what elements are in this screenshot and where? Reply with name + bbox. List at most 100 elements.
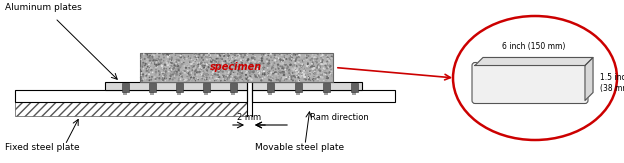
Point	[323, 66, 333, 69]
Point	[306, 56, 316, 59]
Point	[218, 75, 228, 78]
Point	[202, 57, 212, 60]
Point	[277, 79, 287, 82]
Point	[278, 78, 288, 80]
Point	[172, 73, 182, 75]
Point	[310, 59, 319, 62]
Point	[262, 58, 272, 60]
Point	[246, 56, 256, 58]
Point	[294, 79, 304, 82]
Point	[316, 63, 326, 65]
Point	[221, 54, 231, 57]
Point	[258, 64, 268, 67]
Point	[163, 54, 173, 56]
Point	[299, 72, 309, 75]
Point	[214, 61, 224, 64]
Point	[270, 66, 280, 68]
Point	[198, 65, 208, 68]
Point	[185, 74, 195, 77]
Text: Aluminum plates: Aluminum plates	[5, 3, 82, 13]
Point	[266, 63, 276, 65]
Point	[190, 58, 200, 61]
Point	[310, 73, 319, 75]
Point	[144, 73, 154, 75]
Point	[225, 69, 235, 72]
Point	[271, 55, 281, 58]
Point	[137, 74, 147, 77]
Point	[190, 60, 200, 63]
Point	[299, 60, 309, 62]
Point	[325, 60, 335, 63]
Point	[311, 57, 321, 60]
Point	[154, 80, 164, 82]
Point	[160, 76, 170, 78]
Point	[158, 75, 168, 78]
Point	[138, 73, 148, 75]
Point	[165, 77, 175, 80]
Point	[268, 53, 278, 56]
Point	[230, 67, 240, 69]
Point	[300, 57, 310, 60]
Point	[309, 60, 319, 63]
Point	[170, 59, 180, 62]
Point	[222, 67, 232, 69]
Point	[144, 63, 154, 66]
Point	[168, 67, 178, 70]
Point	[192, 56, 202, 58]
Point	[137, 67, 147, 69]
Point	[183, 77, 193, 80]
Point	[192, 74, 202, 76]
Point	[218, 75, 228, 78]
Point	[213, 74, 223, 76]
Point	[316, 74, 326, 76]
Point	[317, 53, 327, 55]
Point	[252, 70, 262, 72]
Point	[280, 68, 290, 71]
Point	[266, 77, 276, 80]
Point	[253, 60, 263, 63]
Bar	[296, 92, 300, 95]
Point	[139, 63, 149, 66]
Point	[193, 64, 203, 66]
Point	[306, 74, 316, 76]
Point	[236, 76, 246, 79]
Point	[188, 54, 198, 57]
Point	[317, 68, 327, 71]
Point	[282, 53, 292, 55]
Point	[324, 62, 334, 64]
Bar	[122, 83, 129, 92]
Point	[201, 77, 211, 80]
Point	[243, 61, 253, 64]
Point	[262, 61, 272, 64]
Point	[185, 79, 195, 81]
Point	[163, 64, 173, 67]
Point	[192, 74, 202, 76]
Point	[173, 69, 183, 72]
Point	[170, 75, 180, 77]
Point	[230, 76, 240, 79]
Point	[210, 59, 220, 62]
Point	[246, 75, 256, 78]
Point	[224, 71, 234, 73]
Point	[237, 62, 247, 64]
Point	[213, 65, 223, 68]
Point	[253, 57, 263, 60]
Point	[178, 63, 188, 65]
Point	[308, 77, 318, 80]
Point	[186, 77, 196, 79]
Point	[223, 74, 233, 76]
Point	[279, 67, 289, 70]
Point	[317, 76, 327, 79]
Point	[226, 78, 236, 80]
Point	[265, 67, 275, 69]
Point	[278, 59, 288, 62]
Point	[180, 71, 190, 74]
Point	[262, 62, 272, 65]
Point	[299, 69, 309, 72]
Point	[233, 61, 243, 64]
Point	[208, 68, 218, 70]
Point	[201, 71, 211, 73]
Point	[300, 74, 310, 77]
Point	[166, 58, 176, 60]
Point	[200, 56, 210, 58]
